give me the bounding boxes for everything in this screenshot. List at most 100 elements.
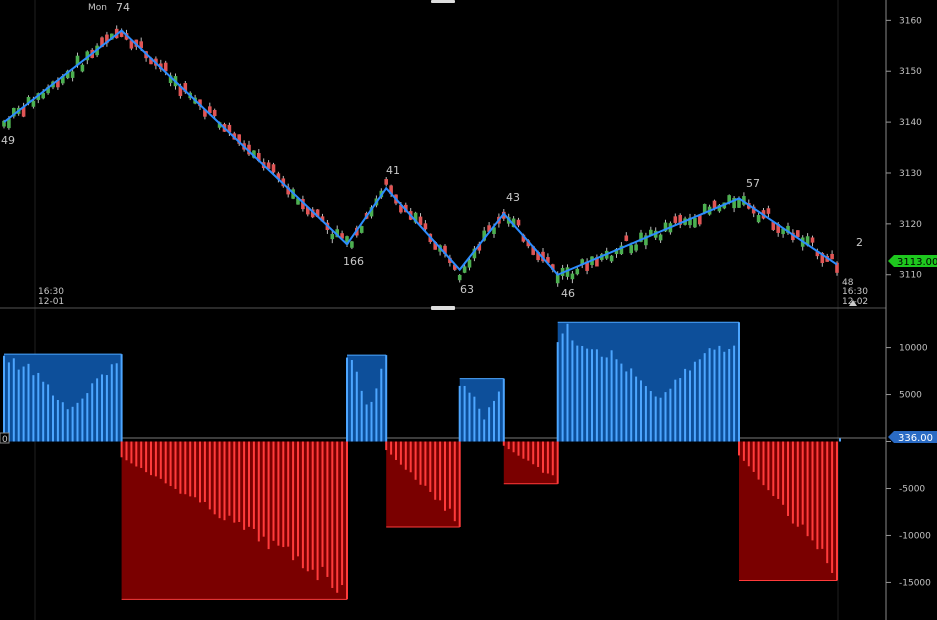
candle-body (673, 216, 678, 223)
price-tick-label: 3160 (899, 16, 922, 26)
time-marker-icon[interactable] (849, 300, 857, 306)
time-label-time: 16:30 (842, 287, 868, 297)
histogram-bar (826, 441, 829, 564)
price-axis-ticks[interactable]: 3110 3120 3130 3140 3150 3160 (886, 16, 922, 281)
candle-body (227, 124, 232, 133)
candle-body (462, 266, 467, 273)
histogram-bar (208, 441, 211, 510)
histogram-bar (311, 441, 314, 570)
histogram-bar (316, 441, 319, 581)
histogram-bar (591, 349, 593, 442)
current-value-tag: 336.00 (888, 431, 937, 444)
histogram-bar (434, 441, 437, 500)
histogram-bar (355, 371, 358, 442)
candle-body (737, 199, 741, 208)
histogram-bar (71, 406, 74, 442)
histogram-bar (47, 384, 50, 442)
histogram-bar (120, 354, 123, 442)
histogram-bar (154, 441, 157, 477)
candle-body (139, 41, 143, 49)
histogram-bar (502, 441, 505, 446)
candle-body (257, 153, 261, 162)
candle-body (31, 100, 36, 107)
histogram-bar (811, 441, 814, 541)
candle-body (56, 80, 60, 88)
histogram-bar (752, 441, 755, 472)
histogram-bar (615, 359, 618, 442)
histogram-bar (96, 378, 99, 442)
candle-body (472, 248, 477, 259)
histogram-bar (713, 349, 716, 442)
candle-body (639, 232, 643, 242)
histogram-bar (326, 441, 329, 577)
candle-body (183, 83, 188, 93)
candle-body (12, 107, 16, 117)
candle-body (742, 196, 746, 205)
panel-resize-handle[interactable] (431, 306, 455, 310)
candle-body (702, 203, 707, 213)
swing-label: 166 (343, 255, 364, 268)
candle-body (21, 106, 26, 117)
histogram-bar (301, 441, 304, 569)
candle-body (575, 268, 580, 275)
candle-body (443, 245, 447, 255)
histogram-bar (512, 441, 515, 453)
histogram-bar (527, 441, 530, 461)
histogram-bar (248, 441, 250, 527)
histogram-bar (698, 359, 701, 442)
histogram-bar (243, 441, 246, 530)
histogram-bar (742, 441, 745, 461)
histogram-bar (350, 359, 353, 442)
histogram-bar (395, 441, 397, 460)
histogram-bar (218, 441, 221, 519)
histogram-bar (419, 441, 422, 485)
candle-body (2, 120, 6, 127)
histogram-bar (32, 375, 35, 442)
candle-body (786, 225, 790, 233)
histogram-bar (664, 392, 667, 442)
histogram-tick-label: 5000 (899, 391, 922, 401)
histogram-bar (836, 441, 838, 581)
histogram-bar (223, 441, 226, 521)
candle-body (717, 204, 722, 212)
candle-body (340, 233, 344, 239)
histogram-bar (277, 441, 280, 546)
histogram-bar (238, 441, 241, 523)
current-price-text: 3113.00 (897, 257, 937, 268)
histogram-tick-label: -5000 (899, 484, 925, 494)
candle-body (306, 206, 310, 215)
candle-body (678, 214, 682, 225)
swing-label: 49 (1, 134, 15, 147)
candle-body (595, 257, 599, 267)
histogram-bar (179, 441, 182, 494)
candle-body (203, 109, 207, 117)
histogram-bar (571, 340, 574, 442)
top-resize-handle[interactable] (431, 0, 455, 3)
candle-body (629, 245, 633, 254)
histogram-bar (605, 357, 608, 442)
time-label-date: 12-02 (842, 297, 868, 307)
histogram-bar (439, 441, 442, 501)
histogram-bar (718, 345, 721, 442)
histogram-bar (27, 363, 30, 442)
histogram-bar (233, 441, 236, 523)
histogram-bar (380, 368, 383, 442)
histogram-bar (782, 441, 785, 505)
histogram-bar (341, 441, 344, 586)
candle-body (634, 244, 638, 251)
histogram-bar (125, 441, 128, 461)
histogram-axis-ticks[interactable]: 10000 5000 -5000 -10000 -15000 (886, 344, 931, 589)
zigzag-line (3, 29, 838, 276)
swing-label: 74 (116, 1, 130, 14)
candle-body (100, 37, 104, 48)
candle-body (301, 199, 305, 210)
candle-body (766, 208, 771, 214)
histogram-bar (150, 441, 152, 476)
histogram-panel[interactable]: 10000 5000 -5000 -10000 -15000 0 336.00 (0, 321, 937, 600)
candle-body (805, 236, 810, 246)
candle-body (555, 274, 560, 284)
candle-body (350, 241, 354, 248)
histogram-bar (12, 358, 15, 442)
